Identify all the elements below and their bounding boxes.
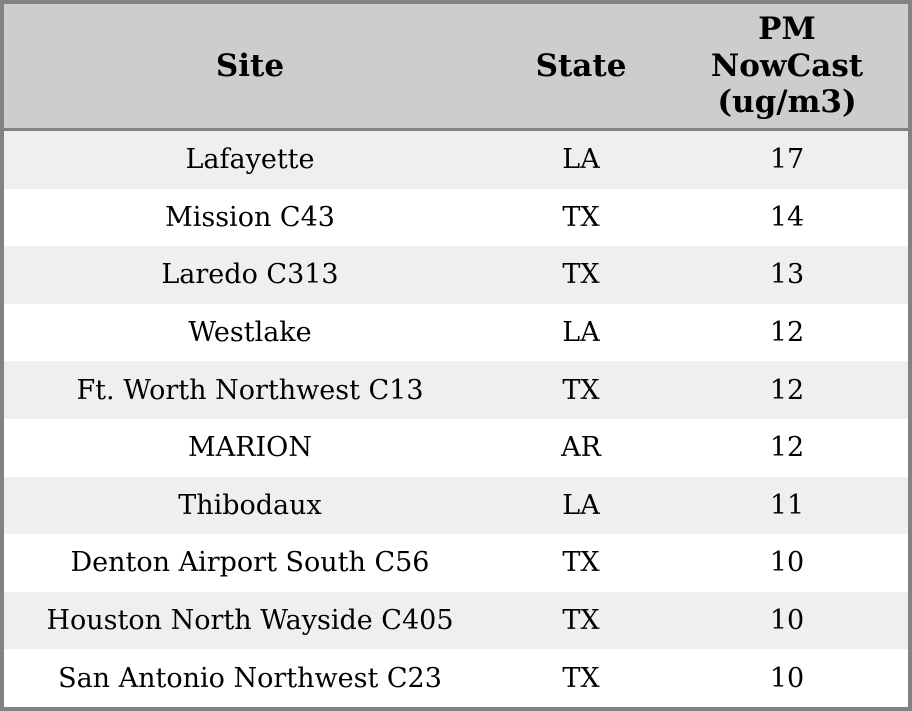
cell-value: 10: [666, 534, 908, 592]
cell-value: 14: [666, 188, 908, 247]
column-header-state: State: [496, 4, 666, 131]
table-row: Mission C43 TX 14: [4, 188, 908, 247]
cell-value: 12: [666, 418, 908, 477]
cell-value: 10: [666, 649, 908, 707]
column-header-state-label: State: [535, 47, 627, 84]
cell-state: AR: [496, 418, 666, 477]
table-row: Denton Airport South C56 TX 10: [4, 534, 908, 592]
cell-value: 11: [666, 476, 908, 535]
cell-site: Westlake: [4, 303, 496, 362]
cell-state: LA: [496, 303, 666, 362]
table-row: Westlake LA 12: [4, 303, 908, 362]
cell-value: 13: [666, 246, 908, 304]
table-row: MARION AR 12: [4, 418, 908, 477]
cell-state: TX: [496, 246, 666, 304]
cell-site: Mission C43: [4, 188, 496, 247]
cell-state: TX: [496, 188, 666, 247]
cell-state: TX: [496, 591, 666, 650]
cell-value: 12: [666, 303, 908, 362]
cell-state: TX: [496, 649, 666, 707]
cell-state: LA: [496, 476, 666, 535]
table-row: Ft. Worth Northwest C13 TX 12: [4, 361, 908, 419]
table-row: San Antonio Northwest C23 TX 10: [4, 649, 908, 707]
cell-site: Lafayette: [4, 129, 496, 189]
cell-site: MARION: [4, 418, 496, 477]
table-row: Lafayette LA 17: [4, 129, 908, 189]
cell-site: Houston North Wayside C405: [4, 591, 496, 650]
table-row: Thibodaux LA 11: [4, 476, 908, 535]
cell-site: Ft. Worth Northwest C13: [4, 361, 496, 419]
table-header: Site State PM NowCast (ug/m3): [4, 4, 908, 131]
pm-nowcast-table: Site State PM NowCast (ug/m3) Lafayette L…: [4, 4, 908, 707]
cell-state: LA: [496, 129, 666, 189]
table-row: Houston North Wayside C405 TX 10: [4, 591, 908, 650]
column-header-site: Site: [4, 4, 496, 131]
cell-site: San Antonio Northwest C23: [4, 649, 496, 707]
table-body: Lafayette LA 17 Mission C43 TX 14 Laredo C313 T…: [4, 129, 908, 707]
cell-state: TX: [496, 534, 666, 592]
column-header-site-label: Site: [215, 47, 285, 84]
table-row: Laredo C313 TX 13: [4, 246, 908, 304]
cell-site: Thibodaux: [4, 476, 496, 535]
column-header-pm-nowcast: PM NowCast (ug/m3): [666, 4, 908, 131]
cell-value: 10: [666, 591, 908, 650]
cell-value: 12: [666, 361, 908, 419]
cell-site: Laredo C313: [4, 246, 496, 304]
column-header-pm-nowcast-label: PM NowCast (ug/m3): [710, 11, 864, 121]
cell-state: TX: [496, 361, 666, 419]
header-row: Site State PM NowCast (ug/m3): [4, 4, 908, 131]
cell-value: 17: [666, 129, 908, 189]
cell-site: Denton Airport South C56: [4, 534, 496, 592]
